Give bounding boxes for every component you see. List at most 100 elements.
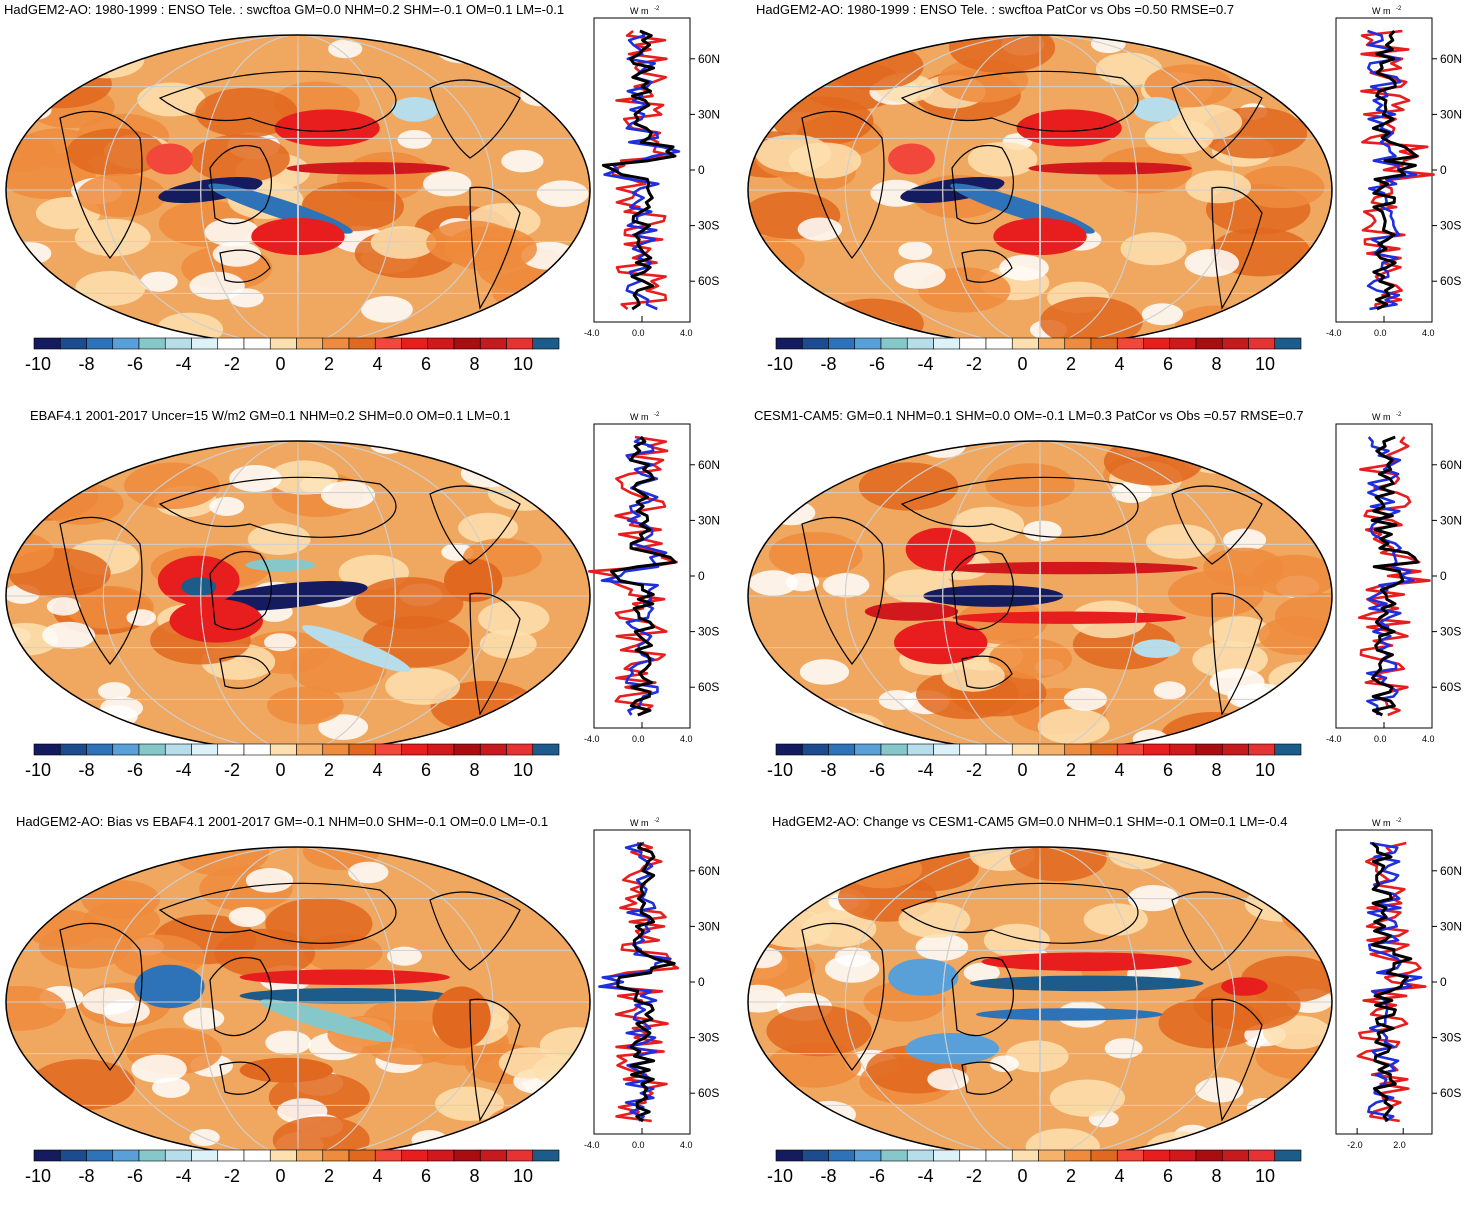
lat-tick-label: 0 (1440, 569, 1447, 583)
profile-line-black (1370, 435, 1419, 717)
profile-line-black (609, 435, 677, 717)
colorbar-tick-label: 0 (1017, 1166, 1028, 1186)
colorbar-tick-label: -2 (223, 760, 240, 780)
profile-x-tick-label: -4.0 (1326, 734, 1342, 744)
colorbar-tick-label: 2 (323, 760, 334, 780)
profile-line-black (1370, 841, 1413, 1122)
colorbar-tick-label: -4 (175, 760, 192, 780)
panel-hadgem2-change: HadGEM2-AO: Change vs CESM1-CAM5 GM=0.0 … (742, 812, 1483, 1207)
lat-tick-label: 60N (1440, 864, 1462, 878)
colorbar-tick-label: -6 (126, 354, 143, 374)
profile-x-tick-label: 4.0 (680, 328, 693, 338)
colorbar-tick-label: -8 (78, 354, 95, 374)
robinson-map (5, 440, 591, 752)
colorbar-tick-label: -10 (766, 354, 793, 374)
panel-hadgem2-patcor: HadGEM2-AO: 1980-1999 : ENSO Tele. : swc… (742, 0, 1483, 395)
colorbar-tick-label: 10 (1254, 1166, 1276, 1186)
profile-x-tick-label: 0.0 (632, 328, 645, 338)
lat-tick-label: 30N (1440, 107, 1462, 121)
colorbar-tick-label: -2 (223, 354, 240, 374)
colorbar (775, 337, 1302, 350)
profile-x-tick-label: 0.0 (1374, 734, 1387, 744)
colorbar-tick-label: 0 (1017, 354, 1028, 374)
colorbar-tick-label: -10 (24, 354, 51, 374)
lat-tick-label: 60S (698, 680, 719, 694)
zonal-mean-profile: W m -2 60N 30N 0 30S 60S -4.0 0.0 4.0 (584, 412, 720, 744)
panel-hadgem2-bias: HadGEM2-AO: Bias vs EBAF4.1 2001-2017 GM… (0, 812, 741, 1207)
colorbar-tick-label: 4 (372, 354, 383, 374)
profile-x-tick-label: 4.0 (680, 734, 693, 744)
lat-tick-label: 30N (698, 919, 720, 933)
lat-tick-label: 30S (1440, 625, 1461, 639)
panel-title: EBAF4.1 2001-2017 Uncer=15 W/m2 GM=0.1 N… (30, 408, 511, 423)
colorbar-tick-label: -8 (820, 354, 837, 374)
profile-x-tick-label: 0.0 (632, 1140, 645, 1150)
lat-tick-label: 30N (1440, 919, 1462, 933)
colorbar-tick-label: 2 (1065, 1166, 1076, 1186)
colorbar-tick-label: -4 (917, 354, 934, 374)
lat-tick-label: 60S (1440, 274, 1461, 288)
lat-tick-label: 30N (698, 107, 720, 121)
lat-tick-label: 30S (1440, 1031, 1461, 1045)
lat-tick-label: 60S (1440, 680, 1461, 694)
panel-cesm1-cam5: CESM1-CAM5: GM=0.1 NHM=0.1 SHM=0.0 OM=-0… (742, 406, 1483, 801)
colorbar-tick-label: -6 (868, 1166, 885, 1186)
colorbar-tick-label: 2 (1065, 760, 1076, 780)
units-exponent: -2 (1396, 818, 1402, 824)
lat-tick-label: 30S (698, 1031, 719, 1045)
colorbar-tick-label: 6 (1162, 354, 1173, 374)
colorbar-tick-label: -10 (766, 760, 793, 780)
lat-tick-label: 30S (698, 219, 719, 233)
lat-tick-label: 0 (698, 163, 705, 177)
colorbar-tick-label: -10 (766, 1166, 793, 1186)
units-label: W m (1372, 412, 1391, 422)
profile-x-tick-label: -4.0 (584, 734, 600, 744)
colorbar-tick-label: -4 (917, 760, 934, 780)
robinson-map (747, 34, 1333, 346)
lat-tick-label: 0 (1440, 975, 1447, 989)
panel-title: HadGEM2-AO: 1980-1999 : ENSO Tele. : swc… (4, 2, 565, 17)
units-label: W m (1372, 6, 1391, 16)
panel-title: CESM1-CAM5: GM=0.1 NHM=0.1 SHM=0.0 OM=-0… (754, 408, 1304, 423)
profile-x-tick-label: -4.0 (1326, 328, 1342, 338)
profile-x-tick-label: 0.0 (632, 734, 645, 744)
colorbar (33, 337, 560, 350)
colorbar (775, 743, 1302, 756)
colorbar-tick-label: 6 (420, 354, 431, 374)
colorbar-tick-label: 0 (275, 1166, 286, 1186)
colorbar-tick-label: -6 (868, 354, 885, 374)
panel-ebaf-obs: EBAF4.1 2001-2017 Uncer=15 W/m2 GM=0.1 N… (0, 406, 741, 801)
colorbar-tick-label: -8 (820, 760, 837, 780)
units-label: W m (630, 412, 649, 422)
colorbar-tick-label: 8 (469, 1166, 480, 1186)
units-exponent: -2 (1396, 412, 1402, 418)
panel-title: HadGEM2-AO: Change vs CESM1-CAM5 GM=0.0 … (772, 814, 1288, 829)
colorbar-tick-label: 8 (1211, 354, 1222, 374)
lat-tick-label: 60S (1440, 1086, 1461, 1100)
lat-tick-label: 60N (1440, 458, 1462, 472)
profile-x-tick-label: 2.0 (1393, 1140, 1406, 1150)
colorbar-tick-label: 4 (1114, 354, 1125, 374)
colorbar-tick-label: -10 (24, 1166, 51, 1186)
lat-tick-label: 30S (698, 625, 719, 639)
colorbar-tick-label: -8 (78, 1166, 95, 1186)
robinson-map (747, 846, 1333, 1158)
colorbar-tick-label: 10 (1254, 760, 1276, 780)
robinson-map (5, 846, 591, 1158)
colorbar-tick-label: -8 (820, 1166, 837, 1186)
lat-tick-label: 30N (698, 513, 720, 527)
colorbar-tick-label: -6 (126, 1166, 143, 1186)
profile-x-tick-label: 4.0 (1422, 328, 1435, 338)
colorbar-tick-label: -2 (965, 760, 982, 780)
colorbar (33, 743, 560, 756)
lat-tick-label: 60N (698, 458, 720, 472)
colorbar-tick-label: 8 (1211, 760, 1222, 780)
zonal-mean-profile: W m -2 60N 30N 0 30S 60S -4.0 0.0 4.0 (584, 818, 720, 1150)
zonal-mean-profile: W m -2 60N 30N 0 30S 60S -4.0 0.0 4.0 (1326, 6, 1462, 338)
colorbar-tick-label: 8 (469, 760, 480, 780)
colorbar-tick-label: 6 (420, 1166, 431, 1186)
colorbar-tick-label: 0 (1017, 760, 1028, 780)
profile-line-black (1371, 29, 1419, 311)
panel-title: HadGEM2-AO: Bias vs EBAF4.1 2001-2017 GM… (16, 814, 549, 829)
profile-line-blue (598, 841, 672, 1122)
